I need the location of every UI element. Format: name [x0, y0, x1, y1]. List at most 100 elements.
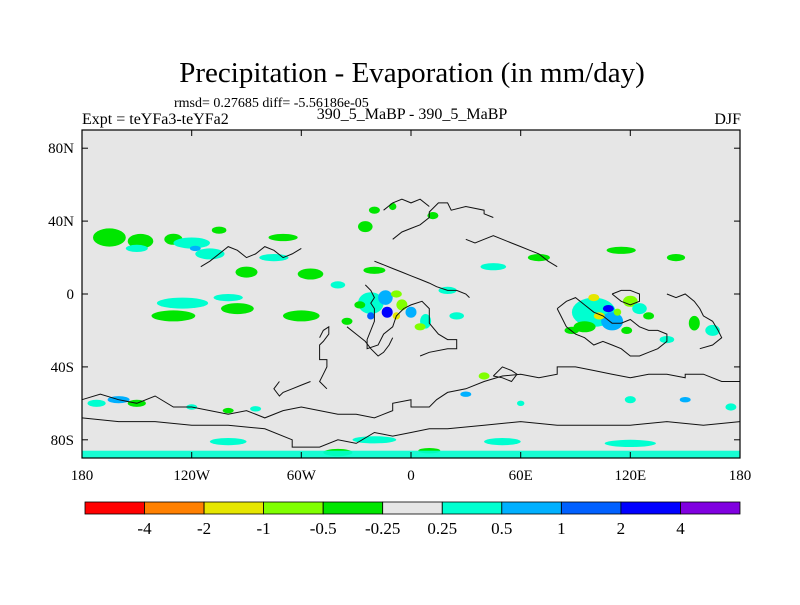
field-contour [268, 233, 298, 242]
field-contour [573, 321, 596, 333]
field-contour [449, 312, 465, 320]
colorbar-swatch [441, 501, 503, 515]
field-contour [606, 246, 636, 254]
field-contour [427, 212, 439, 220]
colorbar-label: -0.25 [365, 519, 400, 538]
colorbar-swatch [84, 501, 145, 515]
field-contour [517, 400, 525, 406]
colorbar-swatch [203, 501, 265, 515]
field-contour [564, 326, 580, 334]
coastline-segment [392, 202, 494, 240]
field-contour [602, 305, 614, 313]
colorbar-label: -1 [257, 519, 271, 538]
field-contour [173, 237, 210, 249]
map-area: 180 120W 60W 0 60E 120E 180 80N 40N 0 40S 80S [48, 129, 752, 484]
field-contour [341, 317, 353, 325]
colorbar-swatch [620, 501, 681, 515]
y-tick-label: 80S [51, 433, 74, 449]
coastlines [81, 198, 741, 448]
field-contour [396, 299, 408, 311]
x-tick-label: 0 [407, 468, 415, 484]
colorbar-label: 4 [676, 519, 685, 538]
case-label: 390_5_MaBP - 390_5_MaBP [317, 106, 508, 123]
field-contour [250, 406, 262, 412]
field-contour [352, 436, 397, 444]
field-contour [480, 263, 507, 271]
colorbar-swatch [322, 501, 384, 515]
field-contour [209, 438, 247, 446]
field-contour [604, 439, 656, 447]
field-contour [189, 245, 201, 252]
field-contour [632, 303, 647, 315]
field-contour [601, 312, 624, 331]
colorbar-label: -0.5 [310, 519, 337, 538]
coastline-segment [666, 293, 723, 350]
colorbar-swatch [501, 501, 562, 515]
y-tick-label: 40N [48, 214, 74, 230]
coastline-segment [318, 325, 330, 390]
field-contour [127, 233, 154, 249]
coastline-segment [556, 297, 668, 357]
colorbar-label: 2 [617, 519, 626, 538]
field-contour [624, 396, 636, 404]
field-contour [666, 254, 686, 262]
x-tick-label: 120E [614, 468, 646, 484]
field-contour [93, 228, 126, 247]
field-contour [330, 281, 346, 289]
field-contour [390, 290, 402, 298]
coastline-segment [364, 284, 458, 357]
field-contour [484, 438, 521, 446]
x-tick-label: 180 [71, 468, 94, 484]
field-contour [156, 297, 209, 309]
field-contour [613, 308, 622, 316]
field-contour [297, 268, 324, 280]
x-tick-label: 120W [173, 468, 211, 484]
coastline-segment [611, 289, 640, 306]
field-contour [235, 266, 258, 278]
colorbar-label: 0.25 [427, 519, 457, 538]
coastline-segment [81, 417, 741, 448]
chart-title: Precipitation - Evaporation (in mm/day) [179, 57, 645, 89]
field-contour [621, 326, 633, 334]
y-tick-label: 80N [48, 141, 74, 157]
field-contour [623, 295, 638, 307]
field-contour [283, 310, 320, 322]
field-contour [151, 310, 196, 322]
coastline-segment [383, 198, 430, 211]
y-tick-label: 0 [67, 287, 75, 303]
field-contour [363, 266, 386, 274]
field-contour [527, 254, 550, 262]
field-contour [593, 312, 605, 320]
field-contour [211, 226, 227, 234]
colorbar-label: -2 [197, 519, 211, 538]
field-contour [405, 306, 417, 318]
field-contour [725, 403, 737, 411]
field-contour [460, 391, 472, 397]
field-contour [378, 290, 393, 305]
coastline-segment [346, 326, 394, 357]
field-contour [354, 301, 366, 309]
coastline-segment [374, 260, 470, 298]
coastline-segment [200, 246, 302, 268]
season-label: DJF [714, 111, 741, 128]
coastline-segment [81, 366, 740, 419]
field-contour [125, 244, 148, 252]
field-contour [478, 372, 490, 380]
field-contour [688, 315, 700, 331]
field-contour [368, 206, 380, 214]
field-contour [221, 303, 254, 315]
x-tick-label: 60E [509, 468, 533, 484]
expt-label: Expt = teYFa3-teYFa2 [82, 111, 229, 128]
colorbar-label: 1 [557, 519, 566, 538]
x-tick-label: 180 [729, 468, 752, 484]
field-contour [389, 202, 397, 211]
colorbar-label: 0.5 [491, 519, 512, 538]
colorbar-swatch [144, 501, 205, 515]
field-contour [381, 306, 393, 318]
field-contour [213, 294, 243, 302]
colorbar-swatch [561, 501, 622, 515]
stats-text: rmsd= 0.27685 diff= -5.56186e-05 [174, 96, 369, 111]
field-contour [358, 221, 373, 233]
